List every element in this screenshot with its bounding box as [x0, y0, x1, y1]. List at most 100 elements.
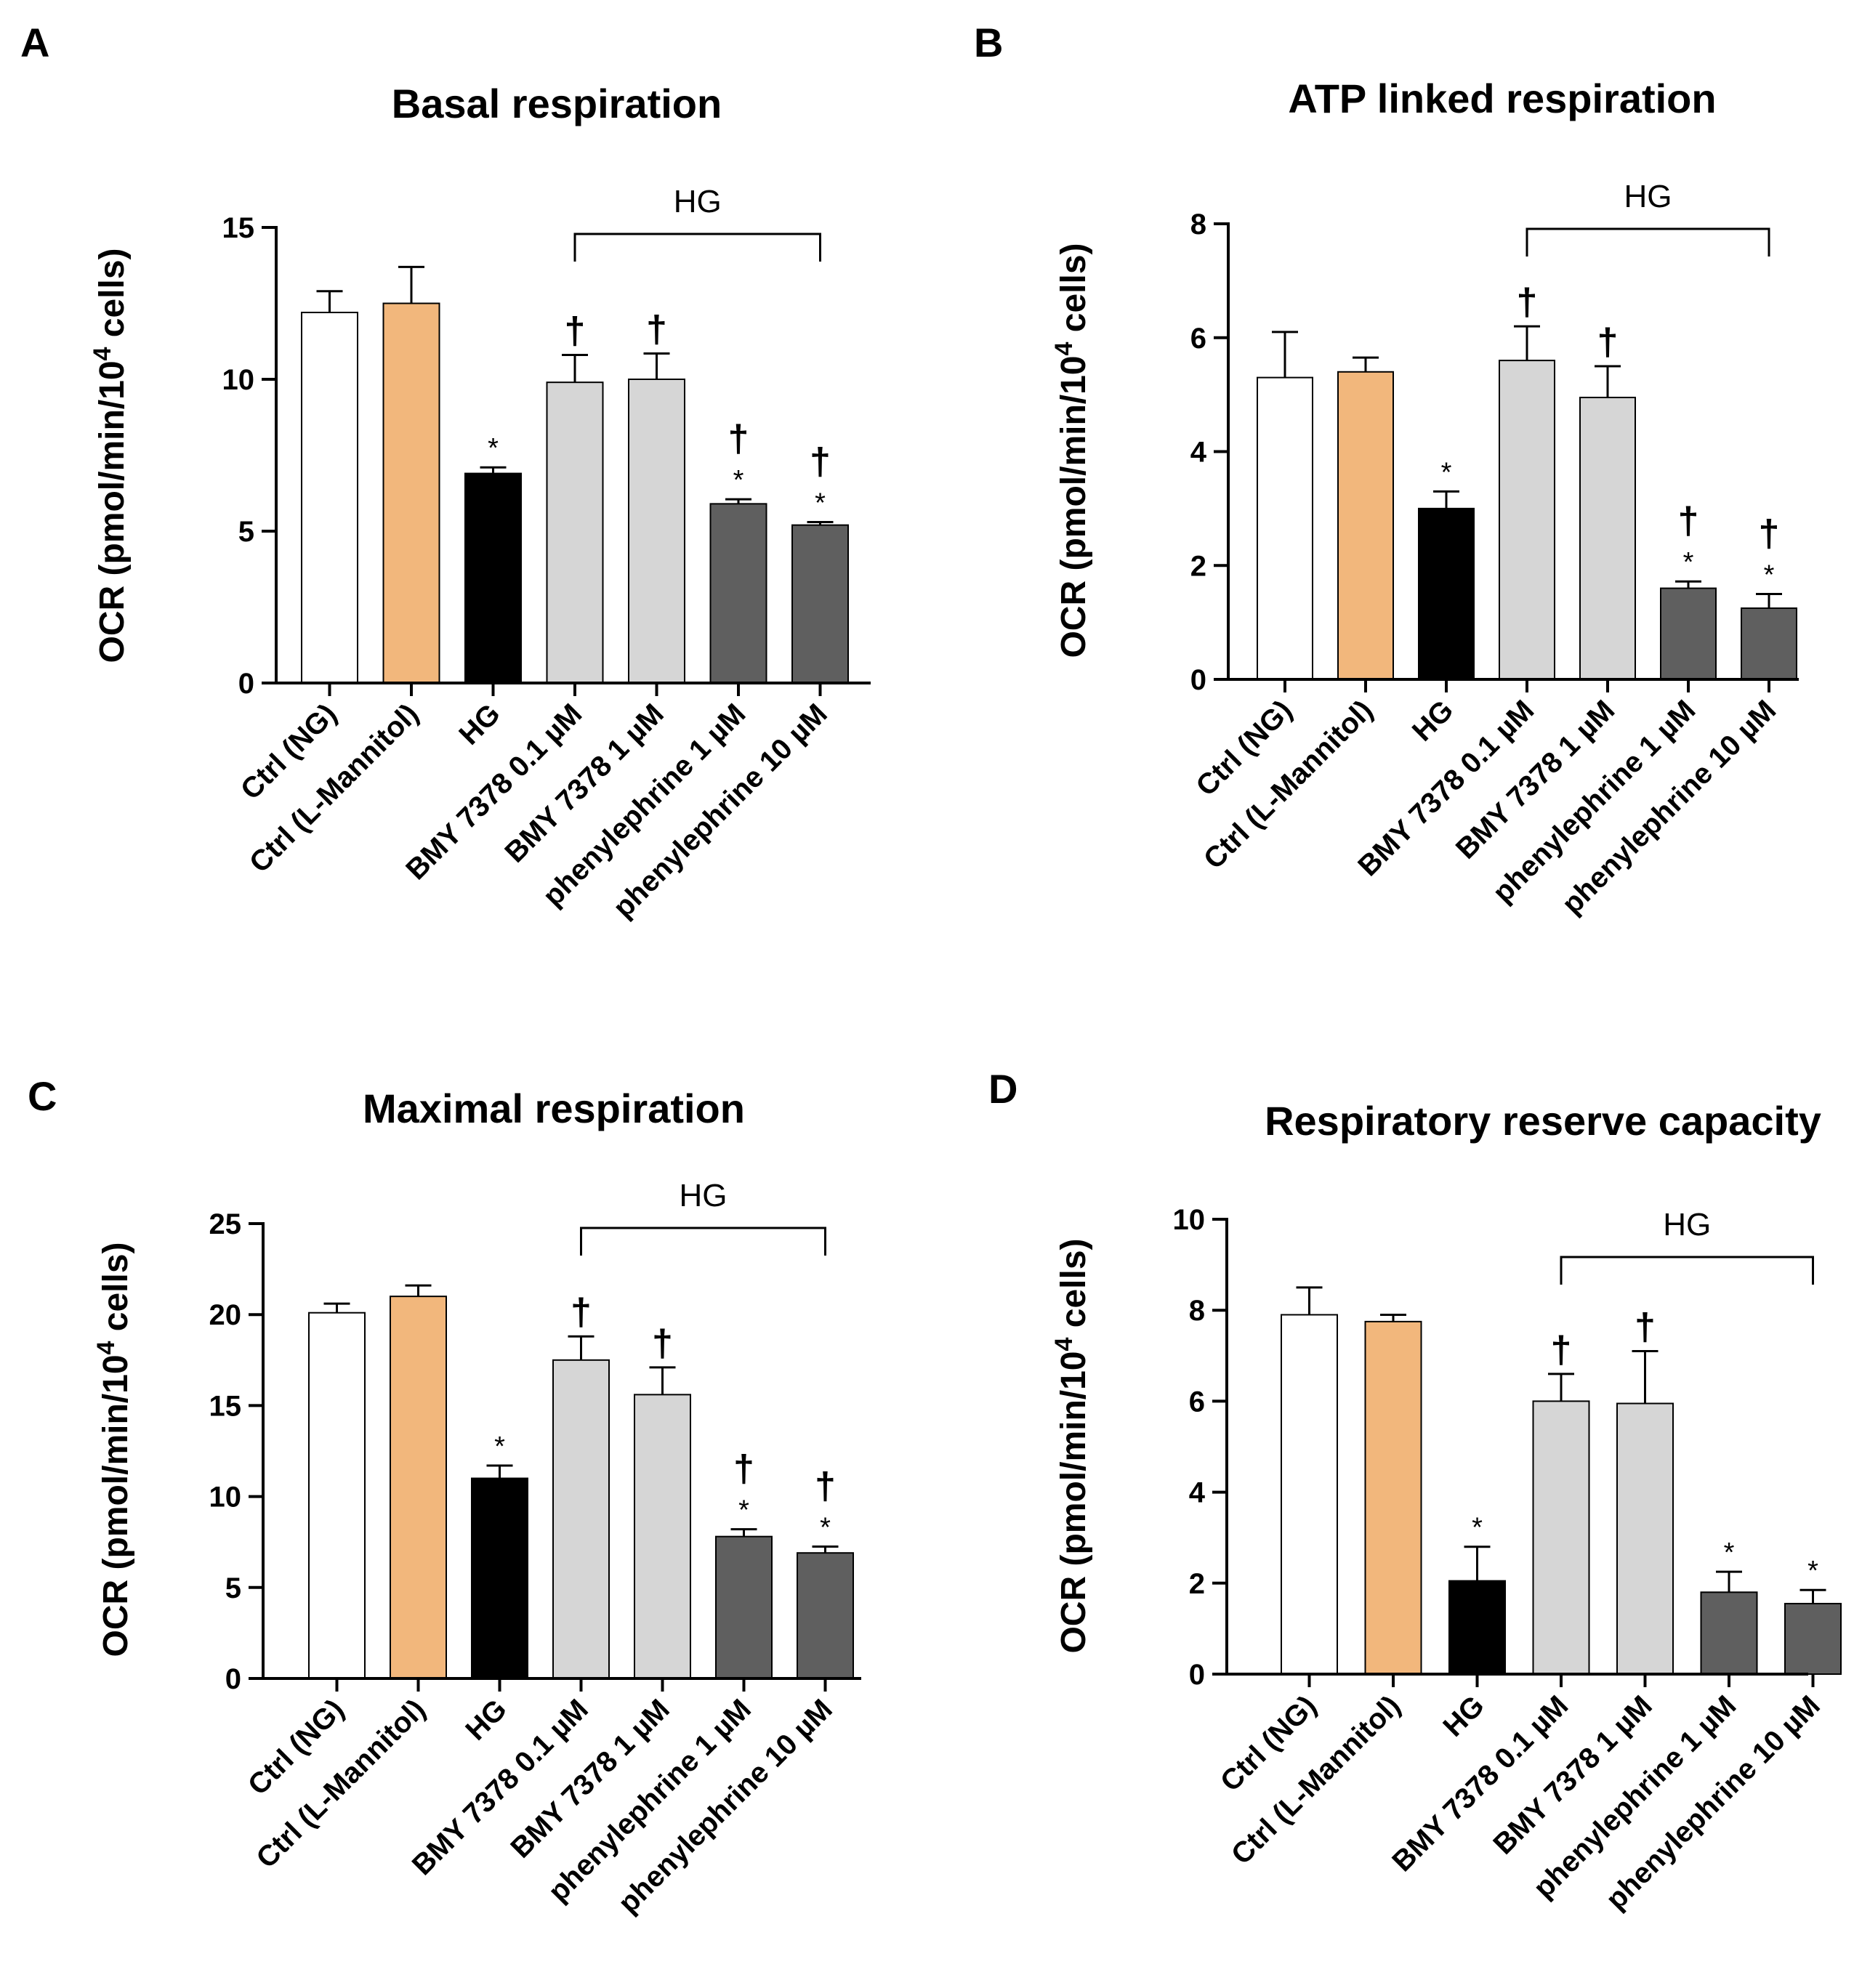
panel-a: A Basal respiration OCR (pmol/min/104 cell…	[20, 20, 871, 924]
panel-b-letter: B	[974, 20, 1003, 65]
panel-b-significance-star: *	[1441, 457, 1452, 488]
panel-c-ytick-label: 0	[225, 1663, 241, 1695]
panel-d-bar	[1532, 1400, 1590, 1676]
panel-c-bar	[471, 1477, 528, 1680]
panel-a-hg-bracket	[573, 233, 821, 262]
panel-a-significance-star: *	[733, 465, 744, 496]
panel-b-ytick-label: 2	[1190, 550, 1206, 582]
panel-d-significance-dagger: †	[1551, 1329, 1572, 1371]
panel-c-significance-star: *	[494, 1431, 505, 1462]
panel-b-bar	[1579, 397, 1636, 680]
panel-b-ytick-label: 6	[1190, 323, 1206, 355]
panel-b-bar	[1499, 360, 1555, 680]
panel-b-bar	[1660, 587, 1717, 680]
panel-b-bar	[1418, 507, 1475, 680]
panel-a-bar	[628, 379, 685, 684]
panel-d: D Respiratory reserve capacity OCR (pmol/m…	[988, 1066, 1842, 1916]
panel-d-bar	[1616, 1402, 1674, 1676]
panel-d-ytick-label: 8	[1189, 1295, 1205, 1327]
panel-c-significance-star: *	[738, 1495, 749, 1526]
panel-c-significance-dagger: †	[571, 1291, 592, 1333]
panel-b-ylabel: OCR (pmol/min/104 cells)	[1050, 243, 1093, 658]
panel-c-bar	[390, 1296, 447, 1680]
panel-d-ytick-label: 6	[1189, 1386, 1205, 1418]
panel-c-ytick-label: 15	[209, 1390, 242, 1422]
panel-b: B ATP linked respiration OCR (pmol/min/104…	[974, 20, 1799, 921]
panel-b-hg-label: HG	[1624, 179, 1672, 214]
panel-c-ytick-label: 25	[209, 1208, 242, 1240]
panel-a-ylabel: OCR (pmol/min/104 cells)	[89, 248, 132, 663]
panel-c-bar	[308, 1312, 366, 1680]
panel-b-significance-star: *	[1764, 559, 1775, 590]
panel-a-bar	[464, 472, 522, 684]
panel-a-hg-label: HG	[674, 184, 722, 219]
panel-c-title: Maximal respiration	[363, 1086, 745, 1131]
panel-c-bar	[797, 1552, 854, 1680]
panel-d-xtick-label: BMY 7378 1 µM	[1487, 1689, 1659, 1861]
panel-b-ytick-label: 8	[1190, 209, 1206, 241]
panel-d-ytick-label: 2	[1189, 1568, 1205, 1600]
panel-a-bar	[791, 524, 849, 684]
panel-c-ytick-label: 20	[209, 1299, 242, 1331]
panel-c-ylabel: OCR (pmol/min/104 cells)	[92, 1242, 135, 1657]
panel-b-hg-bracket	[1526, 227, 1770, 256]
panel-b-bar	[1741, 607, 1797, 680]
panel-c: C Maximal respiration OCR (pmol/min/104 ce…	[28, 1073, 861, 1920]
panel-d-xtick-label: HG	[1437, 1689, 1491, 1743]
panel-b-ytick-label: 4	[1190, 437, 1207, 469]
panel-b-significance-dagger: †	[1678, 500, 1699, 542]
panel-d-hg-bracket	[1560, 1256, 1814, 1285]
panel-d-bar	[1784, 1602, 1842, 1675]
panel-a-significance-dagger: †	[646, 308, 667, 350]
panel-d-ylabel: OCR (pmol/min/104 cells)	[1050, 1238, 1093, 1653]
panel-a-xtick-label: HG	[453, 698, 507, 751]
panel-c-ytick-label: 5	[225, 1572, 241, 1604]
panel-a-ytick-label: 15	[222, 212, 255, 244]
panel-a-bar	[301, 312, 358, 684]
panel-d-significance-star: *	[1724, 1538, 1735, 1568]
panel-c-xtick-label: HG	[459, 1693, 513, 1747]
panel-a-title: Basal respiration	[392, 81, 722, 126]
panel-d-letter: D	[988, 1066, 1017, 1112]
panel-b-bar	[1257, 376, 1313, 680]
panel-b-significance-star: *	[1683, 547, 1694, 578]
panel-b-significance-dagger: †	[1597, 321, 1619, 363]
panel-a-letter: A	[20, 20, 49, 65]
panel-d-hg-label: HG	[1663, 1207, 1711, 1242]
panel-b-title: ATP linked respiration	[1288, 76, 1716, 121]
panel-d-bar	[1364, 1320, 1422, 1675]
panel-c-hg-bracket	[580, 1227, 826, 1256]
panel-c-bar	[552, 1359, 610, 1680]
panel-c-significance-dagger: †	[652, 1322, 673, 1365]
panel-a-ytick-label: 5	[238, 516, 254, 548]
panel-c-significance-star: *	[820, 1512, 831, 1543]
panel-d-significance-star: *	[1807, 1556, 1818, 1586]
panel-d-bar	[1700, 1591, 1758, 1676]
panel-b-xtick-label: HG	[1406, 694, 1460, 748]
panel-d-ytick-label: 0	[1189, 1659, 1205, 1691]
panel-a-significance-dagger: †	[565, 310, 586, 352]
panel-a-bar	[382, 302, 440, 684]
panel-d-title: Respiratory reserve capacity	[1265, 1098, 1821, 1144]
panel-c-significance-dagger: †	[733, 1448, 754, 1490]
panel-a-ytick-label: 10	[222, 364, 255, 396]
panel-d-bar	[1281, 1314, 1338, 1675]
panel-b-ytick-label: 0	[1190, 664, 1206, 696]
panel-c-letter: C	[28, 1073, 57, 1119]
panel-a-ytick-label: 0	[238, 668, 254, 700]
panel-a-significance-dagger: †	[810, 440, 831, 482]
panel-c-ytick-label: 10	[209, 1482, 242, 1514]
panel-a-bar	[709, 503, 767, 684]
panel-a-significance-star: *	[488, 433, 499, 464]
panel-d-significance-star: *	[1472, 1513, 1483, 1543]
panel-a-significance-star: *	[815, 488, 826, 518]
panel-c-hg-label: HG	[680, 1178, 728, 1213]
panel-d-ytick-label: 10	[1173, 1204, 1206, 1236]
panel-a-significance-dagger: †	[728, 418, 749, 460]
panel-c-bar	[634, 1394, 691, 1679]
panel-b-bar	[1337, 371, 1394, 680]
panel-d-bar	[1448, 1580, 1506, 1675]
panel-c-significance-dagger: †	[815, 1465, 836, 1507]
panel-b-significance-dagger: †	[1517, 281, 1538, 323]
